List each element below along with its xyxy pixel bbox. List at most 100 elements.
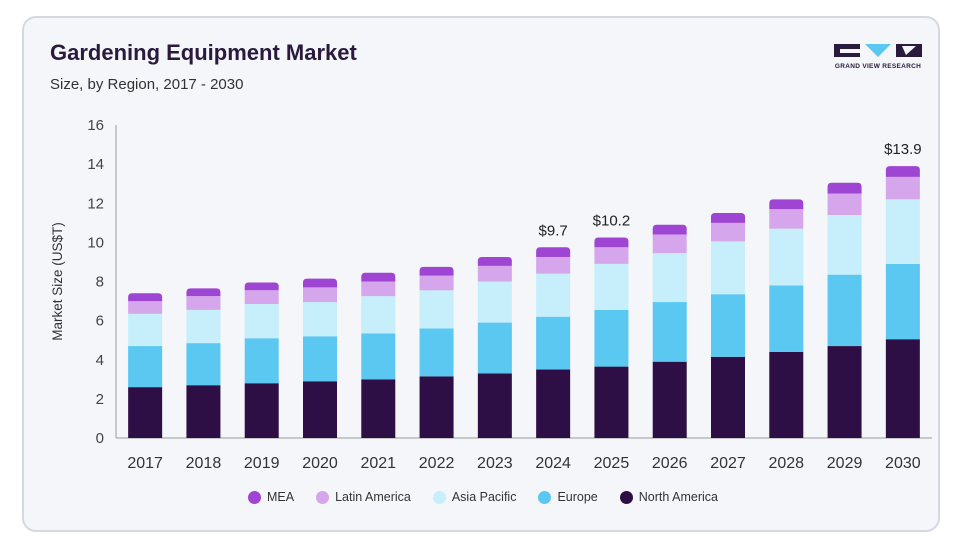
bar-segment-north-america: [885, 339, 920, 438]
y-axis-label: Market Size (US$T): [50, 222, 65, 341]
bar-segment-latin-america: [128, 301, 163, 314]
bar-segment-asia-pacific: [711, 241, 745, 295]
bar-segment-asia-pacific: [594, 263, 629, 310]
bar-segment-asia-pacific: [244, 303, 279, 339]
legend-item: Europe: [538, 490, 598, 504]
bar-segment-europe: [827, 274, 862, 347]
chart-subtitle: Size, by Region, 2017 - 2030: [50, 76, 244, 93]
bar-total-label: $9.7: [539, 222, 568, 239]
bar-segment-europe: [186, 343, 221, 386]
bar-segment-europe: [361, 333, 396, 380]
x-tick-label: 2021: [360, 455, 396, 472]
bar-chart: 0 2 4 6 8 10 12 14 16 Market Size (US$T) 2017 2018 2…: [50, 117, 932, 472]
bar-segment-mea: [361, 272, 396, 282]
x-tick-label: 2017: [127, 455, 163, 472]
legend-item: Asia Pacific: [432, 490, 517, 504]
y-tick-label: 8: [96, 274, 104, 291]
x-tick-label: 2028: [768, 455, 804, 472]
bar-segment-latin-america: [652, 234, 687, 254]
bar-segment-europe: [419, 328, 454, 377]
bar-segment-europe: [128, 346, 163, 388]
y-tick-label: 16: [87, 117, 104, 134]
legend-swatch: [619, 490, 633, 504]
x-tick-label: 2030: [885, 455, 921, 472]
chart-legend: MEA Latin America Asia Pacific Europe North …: [24, 490, 938, 504]
bar-segment-north-america: [303, 381, 337, 438]
legend-item: MEA: [248, 490, 294, 504]
bar-segment-latin-america: [711, 222, 745, 242]
bar-segment-asia-pacific: [419, 290, 454, 329]
bar-segment-europe: [594, 309, 629, 367]
x-tick-label: 2027: [710, 455, 746, 472]
bar-segment-latin-america: [419, 275, 454, 291]
bar-segment-europe: [769, 285, 804, 352]
bar-segment-asia-pacific: [827, 214, 862, 275]
bar-segment-north-america: [769, 351, 804, 438]
bar-segment-asia-pacific: [477, 281, 512, 323]
bar-segment-asia-pacific: [885, 199, 920, 264]
bar-segment-asia-pacific: [303, 302, 337, 337]
y-tick-label: 2: [96, 391, 104, 408]
bar-segment-mea: [594, 237, 629, 248]
brand-name: GRAND VIEW RESEARCH: [834, 63, 922, 70]
bar-segment-latin-america: [594, 247, 629, 264]
x-tick-label: 2025: [594, 455, 630, 472]
bar-segment-mea: [419, 266, 454, 276]
x-tick-label: 2019: [244, 455, 280, 472]
bar-segment-north-america: [361, 379, 396, 438]
bar-segment-north-america: [128, 387, 163, 438]
legend-swatch: [432, 490, 446, 504]
bar-segment-latin-america: [186, 296, 221, 310]
legend-item: North America: [619, 490, 718, 504]
y-tick-label: 6: [96, 313, 104, 330]
chart-title: Gardening Equipment Market: [50, 40, 357, 65]
legend-swatch: [248, 490, 262, 504]
legend-label: MEA: [267, 490, 295, 504]
brand-logo: [834, 44, 922, 57]
bar-segment-latin-america: [885, 176, 920, 200]
bar-segment-mea: [769, 199, 804, 210]
bar-segment-asia-pacific: [536, 273, 571, 317]
bar-segment-north-america: [244, 383, 279, 438]
bar-segment-latin-america: [769, 209, 804, 229]
legend-label: North America: [638, 490, 718, 504]
legend-swatch: [316, 490, 330, 504]
x-tick-label: 2029: [827, 455, 863, 472]
bar-segment-mea: [186, 288, 221, 297]
bar-segment-europe: [652, 302, 687, 362]
bar-segment-europe: [885, 263, 920, 340]
y-tick-label: 4: [96, 352, 104, 369]
bar-segment-europe: [536, 316, 571, 370]
x-tick-label: 2024: [535, 455, 571, 472]
x-tick-label: 2018: [186, 455, 222, 472]
y-tick-label: 12: [87, 195, 104, 212]
bar-segment-mea: [303, 278, 337, 288]
chart-card: Gardening Equipment Market Size, by Regi…: [22, 16, 940, 532]
bar-segment-asia-pacific: [186, 309, 221, 344]
bar-segment-asia-pacific: [361, 296, 396, 334]
bar-segment-mea: [652, 224, 687, 235]
legend-swatch: [538, 490, 552, 504]
bar-segment-asia-pacific: [769, 228, 804, 286]
bar-segment-latin-america: [536, 257, 571, 274]
bar-segment-latin-america: [361, 281, 396, 297]
bar-segment-europe: [244, 338, 279, 384]
legend-label: Asia Pacific: [451, 490, 517, 504]
bar-segment-mea: [477, 257, 512, 266]
y-tick-label: 10: [87, 234, 104, 251]
bar-segment-europe: [711, 294, 745, 357]
bar-segment-mea: [885, 166, 920, 177]
y-tick-label: 14: [87, 156, 104, 173]
x-tick-label: 2022: [419, 455, 455, 472]
x-tick-label: 2023: [477, 455, 513, 472]
bar-segment-north-america: [594, 366, 629, 438]
bar-segment-asia-pacific: [652, 253, 687, 303]
legend-item: Latin America: [316, 490, 411, 504]
bar-segment-latin-america: [303, 287, 337, 303]
bar-segment-north-america: [827, 346, 862, 438]
bar-segment-europe: [303, 336, 337, 382]
bar-segment-north-america: [419, 376, 454, 438]
bar-segment-latin-america: [827, 193, 862, 215]
bar-segment-mea: [711, 213, 745, 223]
bar-segment-latin-america: [477, 265, 512, 282]
